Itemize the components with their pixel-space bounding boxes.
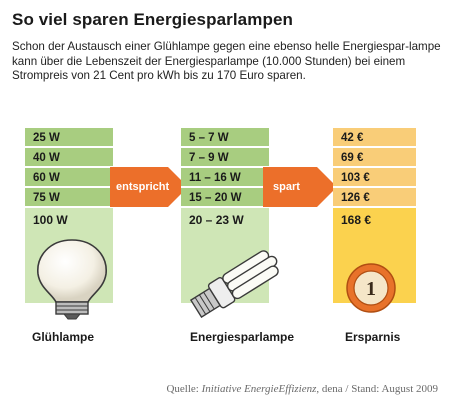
spart-label: spart xyxy=(273,181,300,193)
ersparnis-value: 103 € xyxy=(333,168,416,188)
entspricht-label: entspricht xyxy=(116,181,170,193)
intro-text: Schon der Austausch einer Glühlampe gege… xyxy=(12,40,441,82)
coin-label: 1 xyxy=(366,278,376,300)
spart-arrow: spart xyxy=(263,167,337,207)
energy-saving-lamp-icon xyxy=(180,246,290,323)
energiesparlampe-caption: Energiesparlampe xyxy=(190,330,295,344)
gluehlampe-value: 75 W xyxy=(25,188,113,208)
ersparnis-value: 69 € xyxy=(333,148,416,168)
source-prefix: Quelle: xyxy=(166,383,202,395)
energiesparlampe-value: 15 – 20 W xyxy=(181,188,269,208)
ersparnis-value: 126 € xyxy=(333,188,416,208)
euro-coin-icon: 1 xyxy=(345,262,397,319)
source-suffix: , dena / Stand: August 2009 xyxy=(316,383,438,395)
ersparnis-value: 42 € xyxy=(333,128,416,148)
source-organization: Initiative EnergieEffizienz xyxy=(201,383,317,395)
energiesparlampe-value: 11 – 16 W xyxy=(181,168,269,188)
gluehlampe-caption: Glühlampe xyxy=(32,330,95,344)
gluehlampe-value: 25 W xyxy=(25,128,113,148)
ersparnis-value: 168 € xyxy=(333,208,416,233)
arrow-shape-icon xyxy=(110,167,188,207)
infographic-title: So viel sparen Energiesparlampen xyxy=(12,10,293,29)
source-note: Quelle: Initiative EnergieEffizienz, den… xyxy=(166,383,438,395)
gluehlampe-value: 40 W xyxy=(25,148,113,168)
gluehlampe-value: 100 W xyxy=(25,208,113,233)
gluehlampe-value: 60 W xyxy=(25,168,113,188)
energiesparlampe-value: 7 – 9 W xyxy=(181,148,269,168)
arrow-shape-icon xyxy=(263,167,337,207)
energiesparlampe-value: 20 – 23 W xyxy=(181,208,269,233)
energiesparlampe-value: 5 – 7 W xyxy=(181,128,269,148)
light-bulb-icon xyxy=(32,238,112,325)
entspricht-arrow: entspricht xyxy=(110,167,188,207)
ersparnis-caption: Ersparnis xyxy=(345,330,401,344)
